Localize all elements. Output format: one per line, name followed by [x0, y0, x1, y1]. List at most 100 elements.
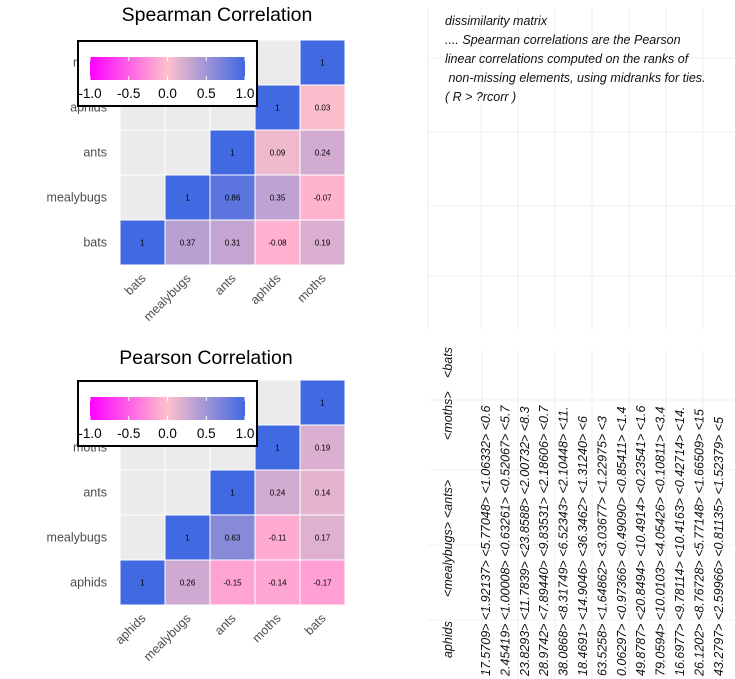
matrix-column-text: 26.1202> <8.76728> <5.77148> <1.66509> <…: [692, 409, 706, 677]
legend-tick-label: 0.5: [197, 86, 216, 101]
x-tick-label: mealybugs: [141, 271, 194, 324]
heatmap-cell: [299, 219, 346, 266]
legend-tick-label: 1.0: [236, 86, 255, 101]
legend-colorbar: [90, 57, 245, 80]
x-tick-label: ants: [212, 271, 239, 298]
chart-title: Spearman Correlation: [122, 4, 313, 26]
heatmap-cell: [299, 469, 346, 516]
cell-value-label: 0.17: [315, 534, 331, 543]
matrix-header-label: <ants>: [441, 480, 455, 518]
matrix-column-text: 79.0594> <10.0103> <4.05426> <0.10811> <…: [654, 406, 668, 676]
heatmap-cell: [254, 129, 301, 176]
y-tick-label: mealybugs: [47, 531, 107, 545]
cell-value-label: -0.11: [269, 534, 287, 543]
matrix-header-label: aphids: [441, 621, 455, 658]
spearman-heatmap: 1 1 0.03 1 0.09 0.24 1 0.86 0.35 -0.07 1 0.37 0.31 -0…: [47, 4, 346, 324]
heatmap-cell: [164, 174, 211, 221]
legend-tick-label: -1.0: [78, 86, 101, 101]
heatmap-cell: [299, 514, 346, 561]
cell-value-label: 1: [230, 149, 235, 158]
matrix-header-label: <mealybugs>: [441, 522, 455, 597]
cell-value-label: 0.63: [225, 534, 241, 543]
heatmap-cell: [299, 39, 346, 86]
empty-cell: [254, 39, 301, 86]
note-panel-gridlines: [427, 8, 735, 330]
matrix-column-text: 0.06297> <0.97366> <0.49090> <0.85411> <…: [615, 406, 629, 676]
x-tick-label: mealybugs: [141, 611, 194, 664]
empty-cell: [254, 379, 301, 426]
matrix-column-text: 23.8293> <11.7839> <23.8588> <2.00732> <…: [518, 406, 532, 677]
cell-value-label: 1: [275, 104, 280, 113]
matrix-header-label: <bats: [441, 347, 455, 378]
empty-cell: [119, 514, 166, 561]
matrix-text-gridlines: [428, 350, 735, 679]
matrix-header-label: <moths>: [441, 391, 455, 440]
matrix-column-text: 43.2797> <2.59966> <0.81135> <1.52379> <…: [712, 417, 726, 676]
x-tick-label: bats: [302, 611, 329, 638]
note-line: ( R > ?rcorr ): [445, 90, 517, 104]
cell-value-label: 0.14: [315, 489, 331, 498]
matrix-column-text: 2.45419> <1.00008> <0.63261> <0.52067> <…: [498, 405, 512, 677]
legend-tick-label: 1.0: [236, 426, 255, 441]
cell-value-label: 1: [185, 194, 190, 203]
cell-value-label: 1: [140, 239, 145, 248]
cell-value-label: 0.31: [225, 239, 241, 248]
heatmap-cell: [299, 84, 346, 131]
legend-colorbar: [90, 397, 245, 420]
heatmap-cell: [254, 84, 301, 131]
note-line: non-missing elements, using midranks for…: [445, 71, 706, 85]
cell-value-label: 1: [230, 489, 235, 498]
heatmap-cell: [299, 559, 346, 606]
heatmap-cell: [254, 559, 301, 606]
heatmap-cell: [299, 129, 346, 176]
empty-cell: [119, 174, 166, 221]
matrix-column-text: 18.4691> <14.9046> <36.3462> <1.31240> <…: [576, 416, 590, 676]
matrix-column-text: 16.6977> <9.78114> <10.4163> <0.42714> <…: [673, 407, 687, 676]
legend-tick-label: -0.5: [117, 426, 140, 441]
note-line: linear correlations computed on the rank…: [445, 52, 689, 66]
matrix-column-text: 17.5709> <1.92137> <5.77048> <1.06332> <…: [479, 406, 493, 676]
cell-value-label: 1: [320, 59, 325, 68]
heatmap-cell: [209, 559, 256, 606]
cell-value-label: 0.35: [270, 194, 286, 203]
cell-value-label: 0.19: [315, 239, 331, 248]
empty-cell: [164, 129, 211, 176]
note-panel: dissimilarity matrix .... Spearman corre…: [445, 12, 730, 107]
x-tick-label: moths: [295, 271, 329, 305]
matrix-column-text: 28.9742> <7.89440> <9.83531> <2.18606> <…: [537, 405, 551, 677]
cell-value-label: -0.14: [268, 579, 287, 588]
heatmap-cell: [119, 559, 166, 606]
cell-value-label: 0.03: [315, 104, 331, 113]
heatmap-cell: [164, 514, 211, 561]
y-tick-label: mealybugs: [47, 191, 107, 205]
heatmap-cell: [119, 219, 166, 266]
empty-cell: [119, 469, 166, 516]
heatmap-cell: [254, 514, 301, 561]
cell-value-label: 1: [320, 399, 325, 408]
y-tick-label: aphids: [70, 576, 107, 590]
heatmap-cell: [164, 219, 211, 266]
legend-tick-label: 0.0: [158, 426, 177, 441]
legend-tick-label: 0.0: [158, 86, 177, 101]
matrix-column-text: 49.8787> <20.8494> <10.4914> <0.23541> <…: [634, 406, 648, 676]
cell-value-label: 0.24: [270, 489, 286, 498]
cell-value-label: 0.24: [315, 149, 331, 158]
cell-value-label: 0.26: [180, 579, 196, 588]
y-tick-label: ants: [83, 486, 107, 500]
cell-value-label: 0.09: [270, 149, 286, 158]
x-tick-label: bats: [122, 271, 149, 298]
legend-tick-label: -1.0: [78, 426, 101, 441]
matrix-column-text: 38.0868> <8.31749> <6.52343> <2.10448> <…: [557, 407, 571, 676]
cell-value-label: 0.19: [315, 444, 331, 453]
matrix-text-block: aphids <mealybugs> <ants> <moths> <bats 17.57…: [441, 347, 726, 677]
empty-cell: [164, 469, 211, 516]
cell-value-label: -0.17: [313, 579, 332, 588]
cell-value-label: -0.07: [313, 194, 332, 203]
x-tick-label: aphids: [248, 271, 284, 307]
legend-tick-label: 0.5: [197, 426, 216, 441]
heatmap-cell: [299, 379, 346, 426]
heatmap-cell: [209, 469, 256, 516]
cell-value-label: 1: [275, 444, 280, 453]
cell-value-label: -0.08: [268, 239, 287, 248]
